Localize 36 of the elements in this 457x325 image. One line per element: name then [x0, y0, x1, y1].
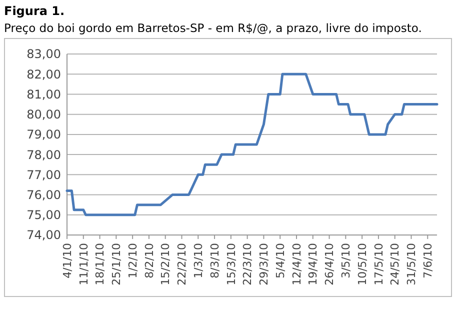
y-tick-label: 80,00	[26, 108, 61, 122]
x-tick-label: 22/3/10	[241, 243, 254, 286]
y-tick-label: 78,00	[26, 148, 61, 162]
x-tick-label: 4/1/10	[60, 243, 74, 278]
x-tick-label: 11/1/10	[77, 243, 90, 286]
y-tick-label: 74,00	[26, 228, 61, 242]
x-tick-label: 24/5/10	[388, 243, 402, 286]
chart-title: Figura 1.	[4, 4, 65, 18]
x-tick-label: 5/4/10	[274, 243, 287, 278]
x-tick-label: 29/3/10	[258, 243, 271, 286]
y-tick-label: 76,00	[26, 188, 61, 202]
x-tick-label: 31/5/10	[405, 243, 418, 286]
x-tick-label: 17/5/10	[372, 243, 386, 286]
x-tick-label: 12/4/10	[290, 243, 304, 286]
y-tick-label: 77,00	[26, 168, 61, 182]
x-tick-label: 8/2/10	[142, 243, 156, 278]
x-tick-label: 15/2/10	[159, 243, 172, 286]
y-tick-label: 75,00	[26, 208, 61, 222]
chart-subtitle: Preço do boi gordo em Barretos-SP - em R$/@, a prazo, livre do imposto.	[4, 21, 422, 35]
x-tick-label: 8/3/10	[208, 243, 222, 278]
x-tick-label: 3/5/10	[340, 243, 353, 278]
x-tick-label: 15/3/10	[224, 243, 238, 286]
x-tick-label: 22/2/10	[176, 243, 189, 286]
y-tick-label: 83,00	[26, 47, 61, 62]
y-tick-label: 82,00	[26, 67, 61, 82]
x-tick-label: 26/4/10	[323, 243, 336, 286]
x-tick-label: 18/1/10	[94, 243, 107, 286]
x-tick-label: 10/5/10	[356, 243, 369, 286]
x-tick-label: 19/4/10	[306, 243, 320, 286]
y-tick-label: 81,00	[26, 87, 61, 102]
x-tick-label: 7/6/10	[421, 243, 434, 278]
x-tick-label: 1/3/10	[192, 243, 205, 278]
y-tick-label: 79,00	[26, 128, 61, 142]
x-tick-label: 1/2/10	[126, 243, 140, 278]
line-series	[66, 72, 438, 216]
x-tick-label: 25/1/10	[110, 243, 124, 286]
